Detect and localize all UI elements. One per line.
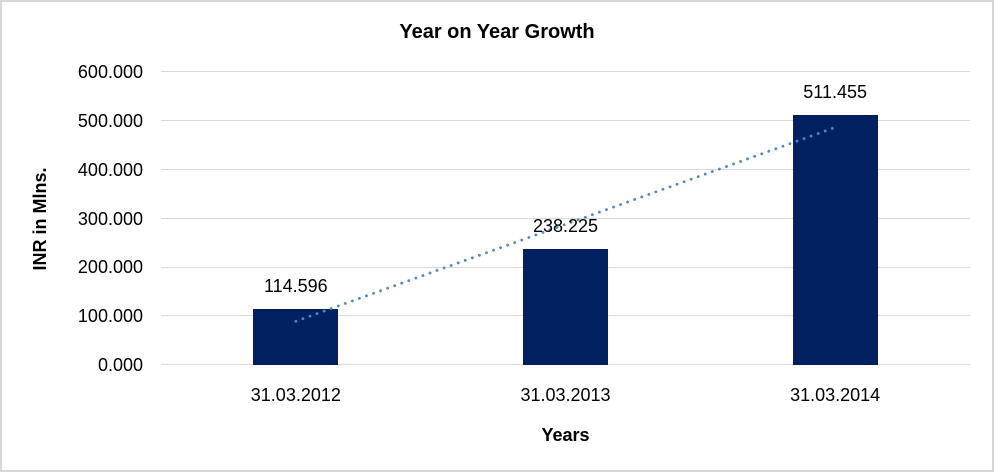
y-tick-label-0: 0.000 bbox=[97, 355, 143, 375]
plot-area bbox=[161, 71, 970, 366]
chart-title: Year on Year Growth bbox=[399, 21, 595, 43]
x-tick-label-31.03.2012: 31.03.2012 bbox=[250, 385, 341, 405]
bar-value-label-31.03.2014: 511.455 bbox=[803, 82, 868, 103]
x-axis-title: Years bbox=[541, 425, 590, 445]
bar-value-label-31.03.2013: 238.225 bbox=[532, 215, 599, 236]
gridline-600 bbox=[161, 71, 970, 73]
x-tick-label-31.03.2014: 31.03.2014 bbox=[790, 385, 881, 405]
gridline-300 bbox=[161, 217, 970, 219]
y-tick-label-300: 300.000 bbox=[77, 208, 143, 229]
gridline-500 bbox=[161, 120, 970, 122]
y-tick-label-200: 200.000 bbox=[77, 257, 143, 278]
bar-value-label-31.03.2012: 114.596 bbox=[263, 276, 328, 297]
y-tick-label-100: 100.000 bbox=[77, 306, 143, 327]
x-tick-label-31.03.2013: 31.03.2013 bbox=[520, 385, 611, 405]
y-tick-label-400: 400.000 bbox=[77, 159, 143, 180]
y-tick-label-600: 600.000 bbox=[77, 62, 143, 82]
y-tick-label-500: 500.000 bbox=[77, 110, 143, 131]
bar-31.03.2013 bbox=[523, 248, 608, 365]
bar-31.03.2014 bbox=[792, 115, 878, 365]
gridline-400 bbox=[161, 168, 970, 170]
bar-31.03.2012 bbox=[253, 309, 339, 365]
